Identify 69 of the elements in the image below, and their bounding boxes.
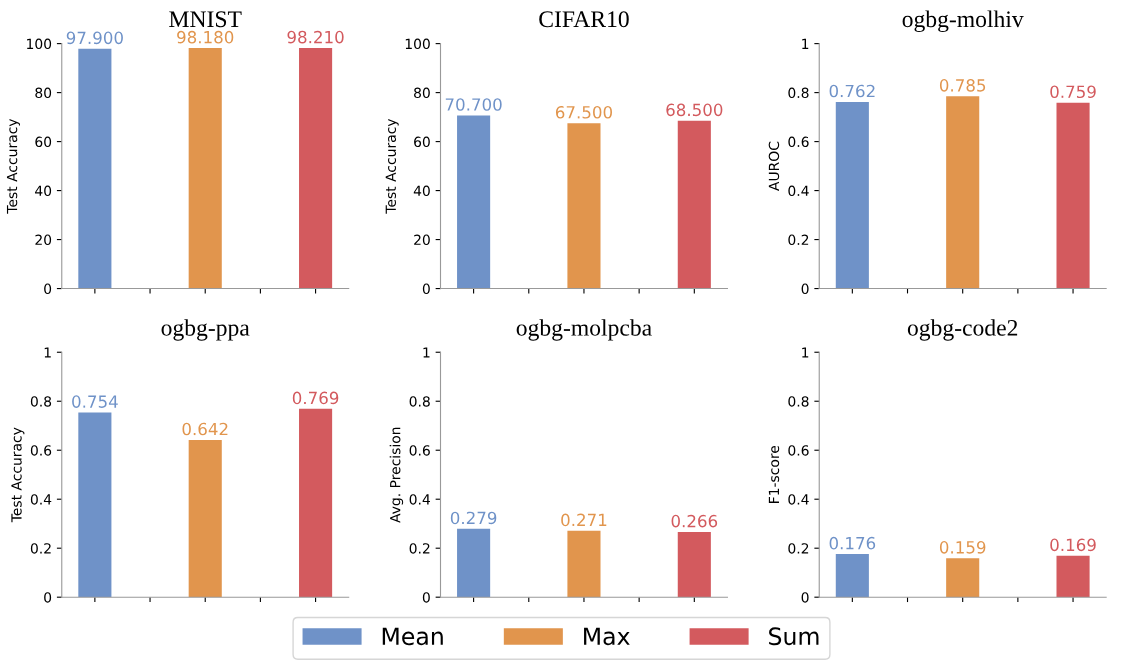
- y-axis-title: AUROC: [768, 141, 780, 191]
- data-label: 0.642: [182, 422, 228, 436]
- data-label: 0.176: [829, 536, 876, 550]
- y-tick-label: 0.6: [788, 136, 809, 148]
- y-tick-label: 20: [35, 234, 52, 246]
- y-tick-label: 0: [801, 592, 809, 603]
- data-label: 0.266: [671, 514, 718, 528]
- y-tick-label: 100: [405, 38, 430, 50]
- y-tick-label: 20: [414, 234, 430, 246]
- y-tick-label: 0.2: [788, 543, 809, 554]
- y-tick-label: 0.6: [30, 445, 52, 456]
- data-label: 0.769: [292, 391, 339, 405]
- y-tick-label: 0.6: [409, 445, 430, 456]
- y-tick-label: 0.4: [409, 494, 430, 505]
- y-tick-label: 40: [35, 185, 52, 197]
- y-axis-title: Test Accuracy: [385, 118, 399, 214]
- y-tick-label: 0.8: [30, 396, 52, 407]
- data-label: 0.169: [1050, 538, 1096, 552]
- data-label: 0.762: [829, 84, 875, 98]
- chart-title: ogbg-ppa: [161, 319, 250, 341]
- y-tick-label: 0.8: [788, 396, 809, 407]
- data-label: 70.700: [445, 98, 502, 111]
- y-tick-label: 1: [423, 347, 430, 358]
- y-tick-label: 0: [801, 283, 809, 295]
- data-label: 97.900: [66, 31, 123, 45]
- legend-label: Mean: [382, 627, 443, 646]
- y-axis-title: F1-score: [768, 445, 780, 503]
- data-label: 0.279: [450, 511, 497, 525]
- data-label: 0.271: [561, 513, 607, 527]
- legend-label: Sum: [769, 627, 819, 646]
- chart-title: MNIST: [169, 11, 242, 28]
- y-tick-label: 0.2: [30, 543, 51, 554]
- y-tick-label: 0: [422, 283, 430, 295]
- y-tick-label: 0.4: [788, 185, 809, 197]
- y-tick-label: 80: [414, 87, 430, 99]
- y-tick-label: 100: [27, 38, 52, 50]
- y-tick-label: 1: [44, 347, 51, 358]
- y-tick-label: 1: [802, 347, 809, 358]
- y-tick-label: 60: [414, 136, 430, 148]
- y-tick-label: 0.2: [409, 543, 430, 554]
- y-tick-label: 0.6: [788, 445, 809, 456]
- y-tick-label: 0.4: [788, 494, 809, 505]
- data-label: 67.500: [555, 106, 613, 119]
- chart-title: CIFAR10: [539, 11, 629, 28]
- y-axis-title: Avg. Precision: [389, 427, 404, 523]
- chart-title: ogbg-molpcba: [516, 319, 652, 341]
- y-tick-label: 0.2: [788, 234, 809, 246]
- y-axis-title: Test Accuracy: [11, 427, 25, 523]
- y-tick-label: 60: [35, 136, 52, 148]
- data-label: 98.180: [177, 30, 234, 44]
- y-tick-label: 80: [35, 87, 52, 99]
- data-label: 0.159: [939, 541, 986, 554]
- y-tick-label: 0.8: [409, 396, 430, 407]
- chart-title: ogbg-code2: [907, 319, 1018, 341]
- data-label: 0.759: [1050, 85, 1096, 99]
- y-tick-label: 1: [802, 38, 809, 49]
- y-tick-label: 0: [422, 592, 430, 603]
- y-tick-label: 0: [44, 283, 52, 295]
- y-tick-label: 0.4: [30, 494, 52, 505]
- data-label: 68.500: [666, 103, 723, 117]
- data-label: 98.210: [287, 30, 344, 44]
- data-label: 0.785: [939, 79, 986, 92]
- data-label: 0.754: [72, 395, 118, 408]
- y-tick-label: 0: [44, 592, 52, 603]
- y-axis-title: Test Accuracy: [6, 118, 20, 214]
- y-tick-label: 40: [413, 185, 430, 197]
- y-tick-label: 0.8: [788, 87, 809, 99]
- chart-title: ogbg-molhiv: [902, 10, 1024, 33]
- legend-label: Max: [584, 627, 630, 646]
